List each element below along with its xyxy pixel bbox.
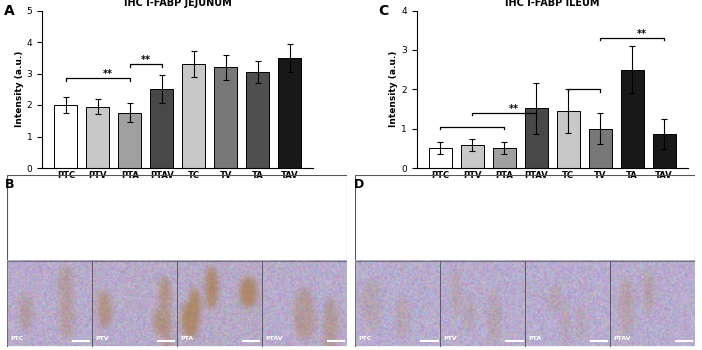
Bar [86,106,110,168]
Bar [355,346,440,350]
Text: PTV: PTV [444,336,457,341]
Bar [7,261,92,346]
Bar [278,58,301,168]
Bar [461,145,484,168]
Bar [557,111,580,168]
Bar [177,346,262,350]
Text: B: B [6,177,15,190]
Bar [55,105,77,168]
Y-axis label: Intensity (a.u.): Intensity (a.u.) [15,51,24,127]
Text: PTC: PTC [11,336,24,341]
Bar [610,346,695,350]
Text: **: ** [637,29,647,39]
Text: C: C [378,4,389,18]
Bar [7,346,92,350]
Text: **: ** [141,55,151,65]
Text: **: ** [509,104,519,114]
Y-axis label: Intensity (a.u.): Intensity (a.u.) [390,51,398,127]
Bar [246,72,269,168]
Bar [621,70,644,168]
Text: PTV: PTV [95,336,109,341]
Text: D: D [354,177,364,190]
Bar [610,261,695,346]
Bar [119,113,141,168]
Text: PTAV: PTAV [265,336,283,341]
Bar [525,261,610,346]
Title: IHC I-FABP JEJUNUM: IHC I-FABP JEJUNUM [124,0,232,8]
Bar [429,148,452,168]
Text: PTA: PTA [180,336,194,341]
Text: PTC: PTC [359,336,372,341]
Bar [525,346,610,350]
Text: A: A [4,4,15,18]
Bar [150,89,173,168]
Bar [92,346,177,350]
Bar [525,108,548,168]
Bar [440,346,525,350]
Bar [177,261,262,346]
Bar [214,67,237,168]
Text: **: ** [102,69,112,79]
Bar [262,261,347,346]
Bar [92,261,177,346]
Text: PTA: PTA [529,336,542,341]
Bar [589,129,611,168]
Bar [183,64,205,168]
Bar [262,346,347,350]
Bar [653,134,675,168]
Bar [355,261,440,346]
Bar [493,148,516,168]
Title: IHC I-FABP ILEUM: IHC I-FABP ILEUM [505,0,600,8]
Bar [440,261,525,346]
Text: PTAV: PTAV [614,336,631,341]
